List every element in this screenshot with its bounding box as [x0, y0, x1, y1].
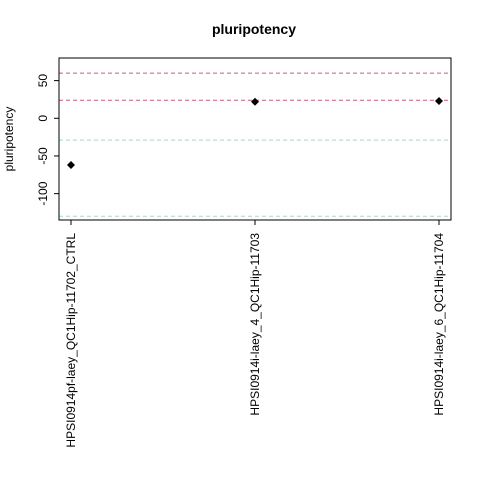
y-tick-label-2: 0	[36, 115, 50, 122]
data-point-0	[67, 160, 75, 169]
x-tick-label-0: HPSI0914pf-laey_QC1Hip-11702_CTRL	[64, 233, 78, 448]
y-axis: -100 -50 0 50	[36, 74, 59, 206]
x-tick-label-1: HPSI0914i-laey_4_QC1Hip-11703	[248, 233, 262, 416]
chart-title: pluripotency	[212, 21, 296, 37]
data-point-2	[435, 96, 443, 105]
plot-area	[58, 57, 452, 221]
y-axis-label: pluripotency	[2, 107, 16, 172]
y-tick-label-1: -50	[36, 147, 50, 165]
x-tick-label-2: HPSI0914i-laey_6_QC1Hip-11704	[432, 233, 446, 416]
reference-lines	[59, 72, 451, 217]
y-tick-label-3: 50	[36, 74, 50, 88]
y-tick-label-0: -100	[36, 181, 50, 205]
data-points	[67, 96, 443, 169]
data-point-1	[251, 97, 259, 106]
x-axis: HPSI0914pf-laey_QC1Hip-11702_CTRL HPSI091…	[64, 220, 446, 448]
